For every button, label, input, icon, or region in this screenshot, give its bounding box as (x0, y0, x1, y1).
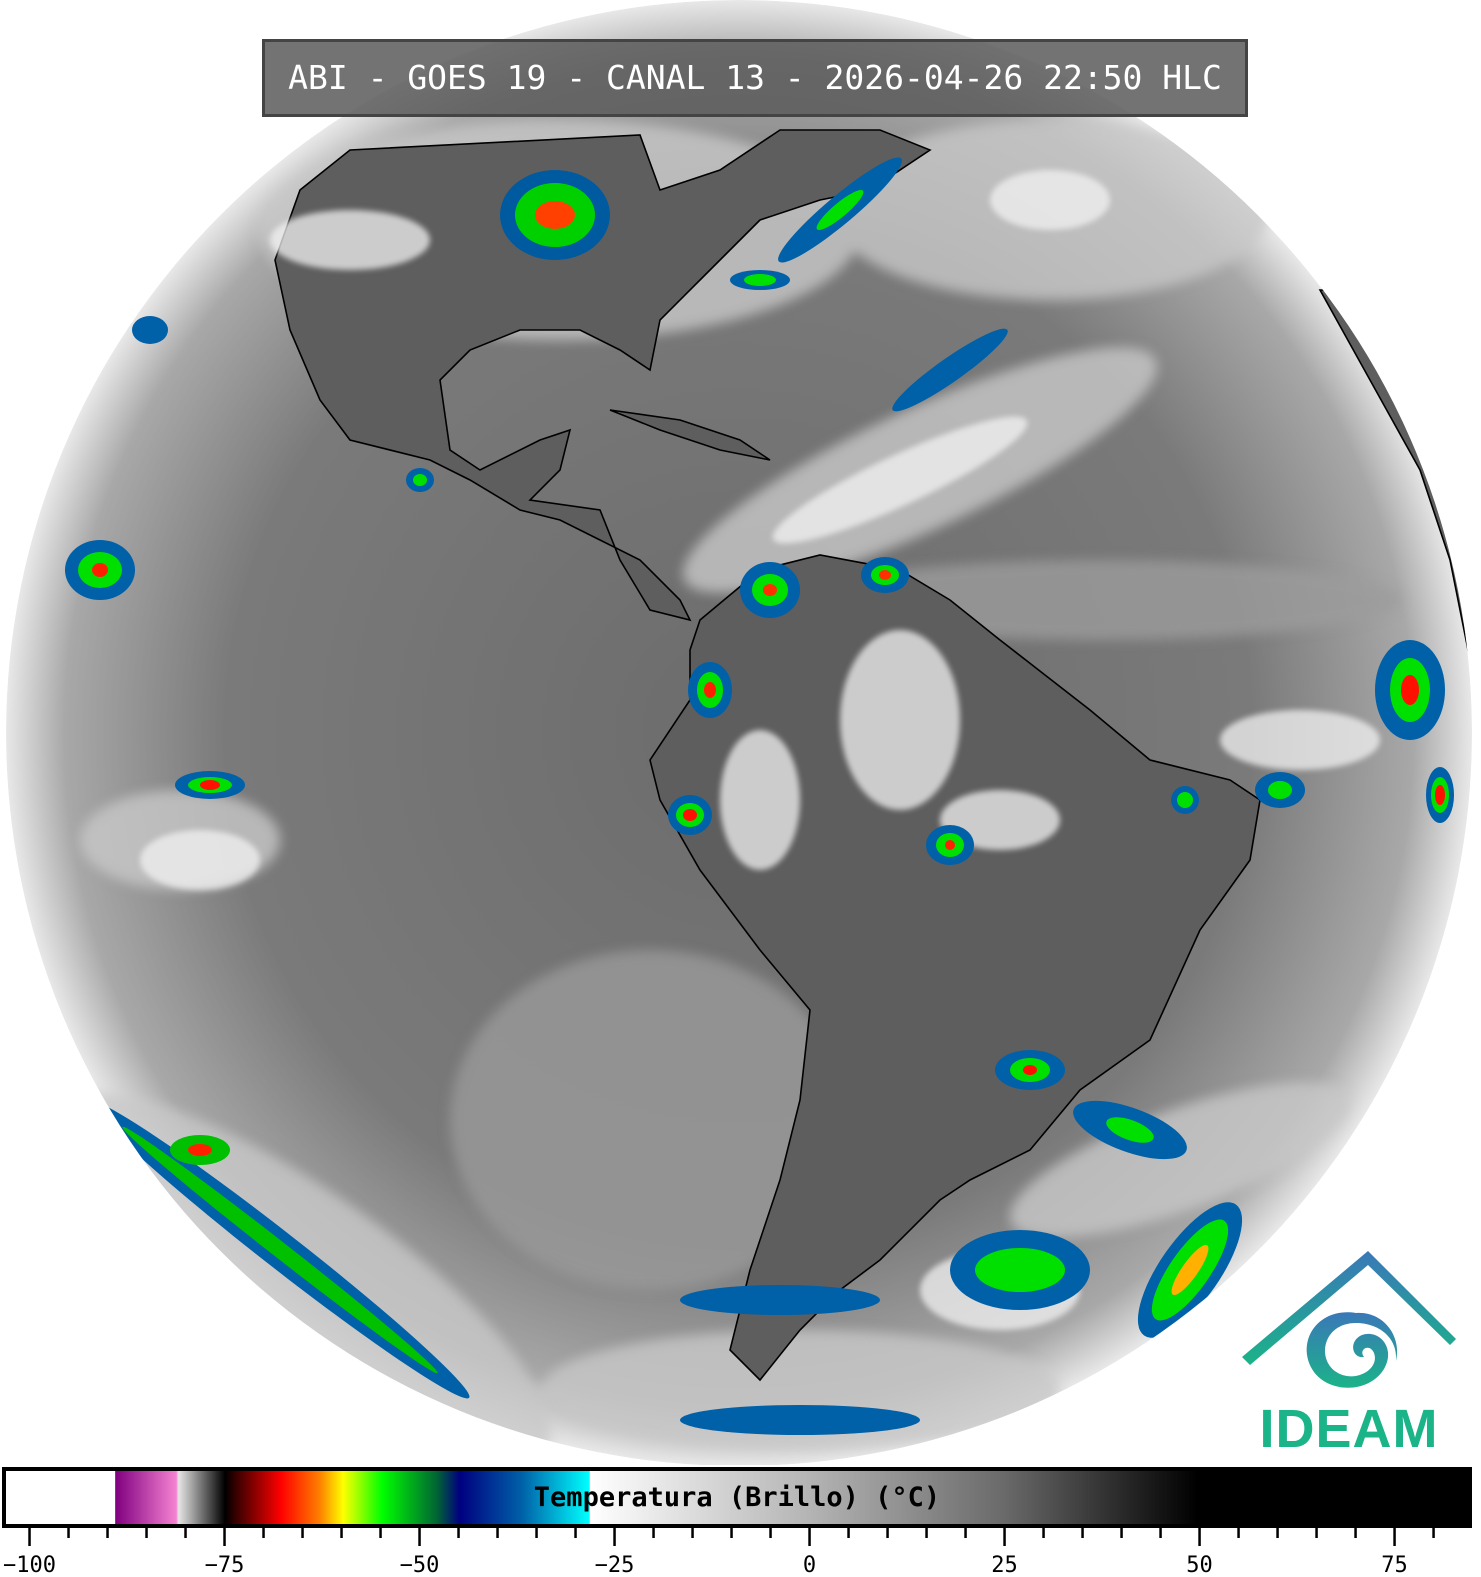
colorbar-tick-label: 25 (991, 1553, 1018, 1577)
satellite-globe-image (6, 0, 1472, 1465)
colorbar-tick-label: −75 (205, 1553, 245, 1577)
temperature-colorbar: Temperatura (Brillo) (°C) (2, 1467, 1472, 1528)
colorbar-label: Temperatura (Brillo) (°C) (533, 1482, 941, 1513)
ideam-swirl-icon (1242, 1251, 1456, 1388)
ideam-logo: IDEAM (1238, 1245, 1460, 1460)
colorbar-tick-label: −100 (3, 1553, 56, 1577)
colorbar-axis: −100 −75 −50 −25 0 25 50 75 (3, 1528, 1435, 1577)
image-title: ABI - GOES 19 - CANAL 13 - 2026-04-26 22… (262, 39, 1248, 117)
ideam-logo-text: IDEAM (1259, 1399, 1439, 1459)
colorbar-tick-label: −25 (595, 1553, 635, 1577)
colorbar-tick-label: −50 (400, 1553, 440, 1577)
colorbar-tick-label: 75 (1381, 1553, 1408, 1577)
colorbar-tick-label: 0 (803, 1553, 816, 1577)
colorbar-tick-label: 50 (1186, 1553, 1213, 1577)
